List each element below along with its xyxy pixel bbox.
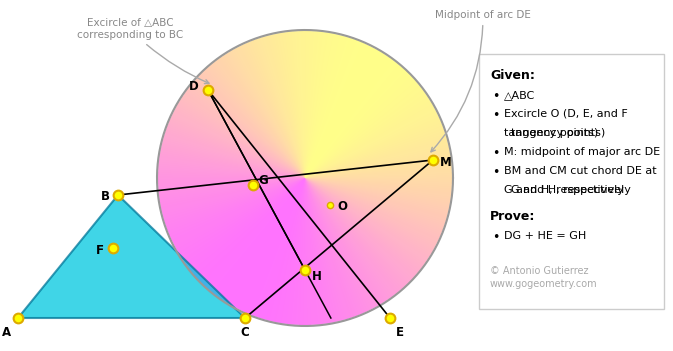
Text: •: • (492, 109, 499, 122)
Text: A: A (1, 325, 11, 338)
Text: C: C (241, 325, 250, 338)
Text: tangency points): tangency points) (490, 128, 605, 138)
FancyBboxPatch shape (479, 54, 664, 309)
Text: •: • (492, 231, 499, 244)
Text: M: midpoint of major arc DE: M: midpoint of major arc DE (504, 147, 660, 157)
Text: E: E (396, 325, 404, 338)
Text: B: B (100, 191, 110, 204)
Text: © Antonio Gutierrez: © Antonio Gutierrez (490, 266, 588, 276)
Text: www.gogeometry.com: www.gogeometry.com (490, 279, 598, 289)
Text: Excircle of △ABC
corresponding to BC: Excircle of △ABC corresponding to BC (77, 18, 209, 84)
Text: G: G (258, 174, 268, 187)
Text: Given:: Given: (490, 69, 535, 82)
Text: Excircle O (D, E, and F: Excircle O (D, E, and F (504, 109, 628, 119)
Text: M: M (440, 155, 452, 168)
Text: •: • (492, 147, 499, 160)
Polygon shape (18, 195, 245, 318)
Text: •: • (492, 166, 499, 179)
Text: •: • (492, 90, 499, 103)
Text: F: F (96, 244, 104, 257)
Text: D: D (189, 79, 199, 93)
Text: tangency points): tangency points) (504, 128, 598, 138)
Text: DG + HE = GH: DG + HE = GH (504, 231, 586, 241)
Text: G and H, respectively: G and H, respectively (504, 185, 624, 195)
Text: Midpoint of arc DE: Midpoint of arc DE (431, 10, 531, 152)
Text: O: O (337, 200, 347, 213)
Text: Prove:: Prove: (490, 210, 536, 223)
Text: G and H, respectively: G and H, respectively (490, 185, 631, 195)
Text: △ABC: △ABC (504, 90, 535, 100)
Text: H: H (312, 270, 322, 283)
Text: BM and CM cut chord DE at: BM and CM cut chord DE at (504, 166, 657, 176)
